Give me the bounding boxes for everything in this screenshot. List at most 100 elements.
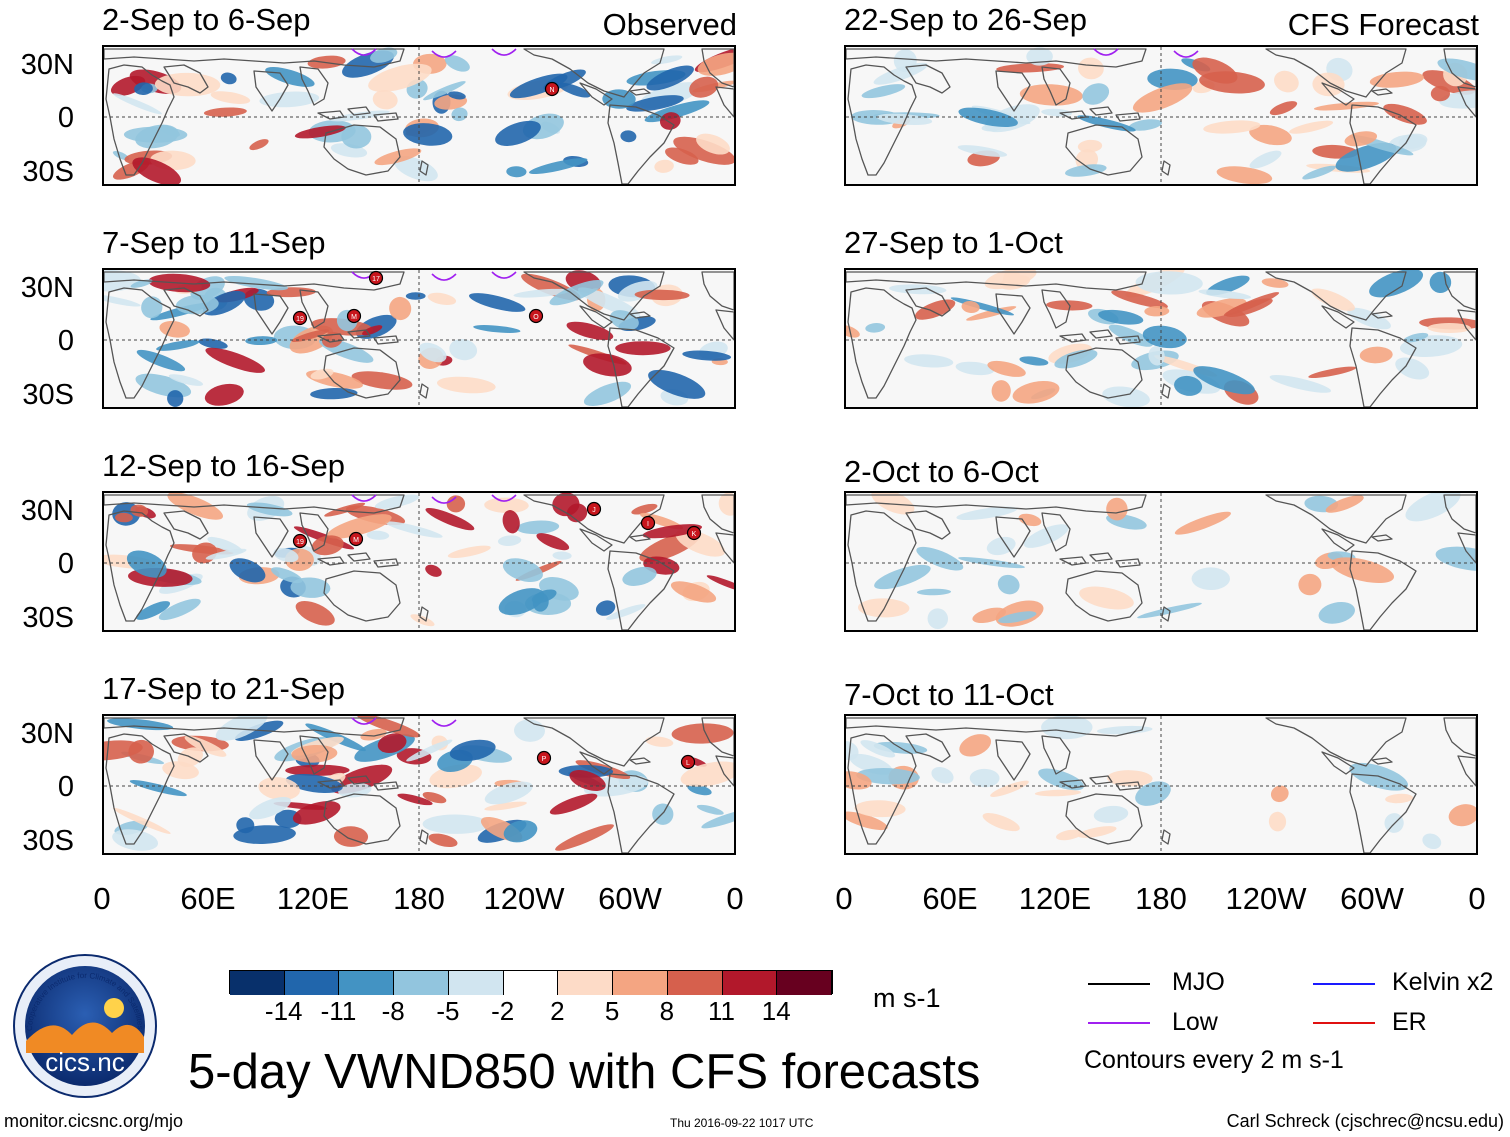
lat-label-0: 0 [57,325,74,357]
coastline [373,558,399,568]
coastline [701,494,734,534]
coastline [1371,88,1393,96]
coastline [701,48,734,88]
wind-anomaly-blob [997,574,1020,595]
wind-anomaly-blob [184,735,227,757]
wind-anomaly-blob [1102,386,1150,407]
wind-anomaly-blob [931,767,954,784]
wind-anomaly-blob [536,533,570,551]
colorbar-swatch [339,971,395,995]
wind-anomaly-blob [338,782,372,798]
wind-anomaly-blob [327,514,392,539]
wind-anomaly-blob [687,784,712,796]
coastline [1457,309,1476,341]
wind-anomaly-blob [1142,325,1187,349]
coastline [1349,550,1417,630]
wind-anomaly-blob [506,166,527,178]
storm-marker: 19 [292,533,308,549]
wind-anomaly-blob [861,84,906,99]
coastline [607,104,675,184]
coastline [347,775,371,785]
coastline [323,124,401,176]
coastline [317,110,345,120]
coastline [1065,570,1143,622]
wind-anomaly-blob [1344,131,1378,147]
wind-anomaly-blob [497,535,522,546]
coastline [1265,271,1407,321]
storm-icon [686,525,702,541]
wind-anomaly-blob [529,158,588,175]
coastline [253,516,289,558]
wind-anomaly-blob [1196,298,1247,318]
wind-anomaly-blob [854,800,906,818]
lon-label-0: 0 [835,881,853,916]
map-panel-right-3 [844,491,1478,632]
footer-timestamp: Thu 2016-09-22 1017 UTC [670,1116,814,1130]
wind-anomaly-blob [531,589,557,604]
wind-anomaly-blob [642,524,703,539]
coastline [1443,271,1476,311]
wind-anomaly-blob [310,368,334,380]
wind-anomaly-blob [207,536,243,554]
wind-anomaly-blob [697,52,734,76]
wind-anomaly-blob [1249,150,1282,169]
storm-icon [368,270,384,286]
wind-anomaly-blob [583,353,632,377]
storm-icon [528,308,544,324]
wind-anomaly-blob [1429,271,1452,294]
wind-anomaly-blob [984,270,1037,290]
wind-anomaly-blob [595,600,616,616]
wind-anomaly-blob [516,520,560,535]
legend-line-low [1088,1022,1150,1024]
colorbar-swatch [558,971,614,995]
coastline [715,755,734,787]
wind-anomaly-blob [285,773,343,794]
wind-anomaly-blob [566,503,588,523]
colorbar-tick-label: 11 [708,996,736,1026]
footer-url[interactable]: monitor.cicsnc.org/mjo [4,1111,184,1131]
coastline [1443,494,1476,534]
wind-anomaly-blob [514,719,545,742]
wind-anomaly-blob [351,371,413,390]
wind-anomaly-blob [265,66,315,88]
coastline [1089,552,1113,562]
coastline [1443,48,1476,88]
coastline [523,494,665,544]
wind-anomaly-blob [958,107,1018,128]
footer-author[interactable]: Carl Schreck (cjschrec@ncsu.edu) [1226,1111,1504,1131]
wind-anomaly-blob [846,741,859,761]
wind-anomaly-blob [626,95,684,112]
colorbar-swatch [230,971,285,995]
wind-anomaly-blob [876,113,933,125]
coastline [1115,781,1141,791]
wind-anomaly-blob [246,502,293,517]
wind-anomaly-blob [671,723,734,744]
wind-anomaly-blob [397,793,433,806]
wind-anomaly-blob [374,494,420,509]
wind-anomaly-blob [961,301,980,313]
cics-logo-graphic: Cooperative Institute for Climate and Sa… [13,954,157,1098]
wind-anomaly-blob [955,361,995,376]
wind-anomaly-blob [617,280,658,302]
wind-anomaly-blob [126,550,167,578]
storm-label: M [351,314,357,321]
coastline [1457,755,1476,787]
wind-anomaly-blob [1144,305,1170,317]
wind-anomaly-blob [422,814,489,834]
coastline [905,733,951,763]
wind-anomaly-blob [436,376,496,394]
wind-anomaly-blob [987,360,1026,377]
wind-anomaly-blob [1312,72,1345,97]
wind-anomaly-blob [167,390,184,407]
coastline [1349,327,1417,407]
coastline [607,550,675,630]
colorbar-tick-label: 2 [550,996,565,1026]
wind-anomaly-blob [444,55,470,72]
lat-label-30n: 30N [20,718,74,750]
wind-anomaly-blob [113,93,162,115]
lat-label-30n: 30N [20,495,74,527]
wind-anomaly-blob [215,716,268,741]
wind-anomaly-blob [1270,785,1289,803]
wind-anomaly-blob [1395,357,1430,380]
wind-anomaly-blob [410,614,435,627]
